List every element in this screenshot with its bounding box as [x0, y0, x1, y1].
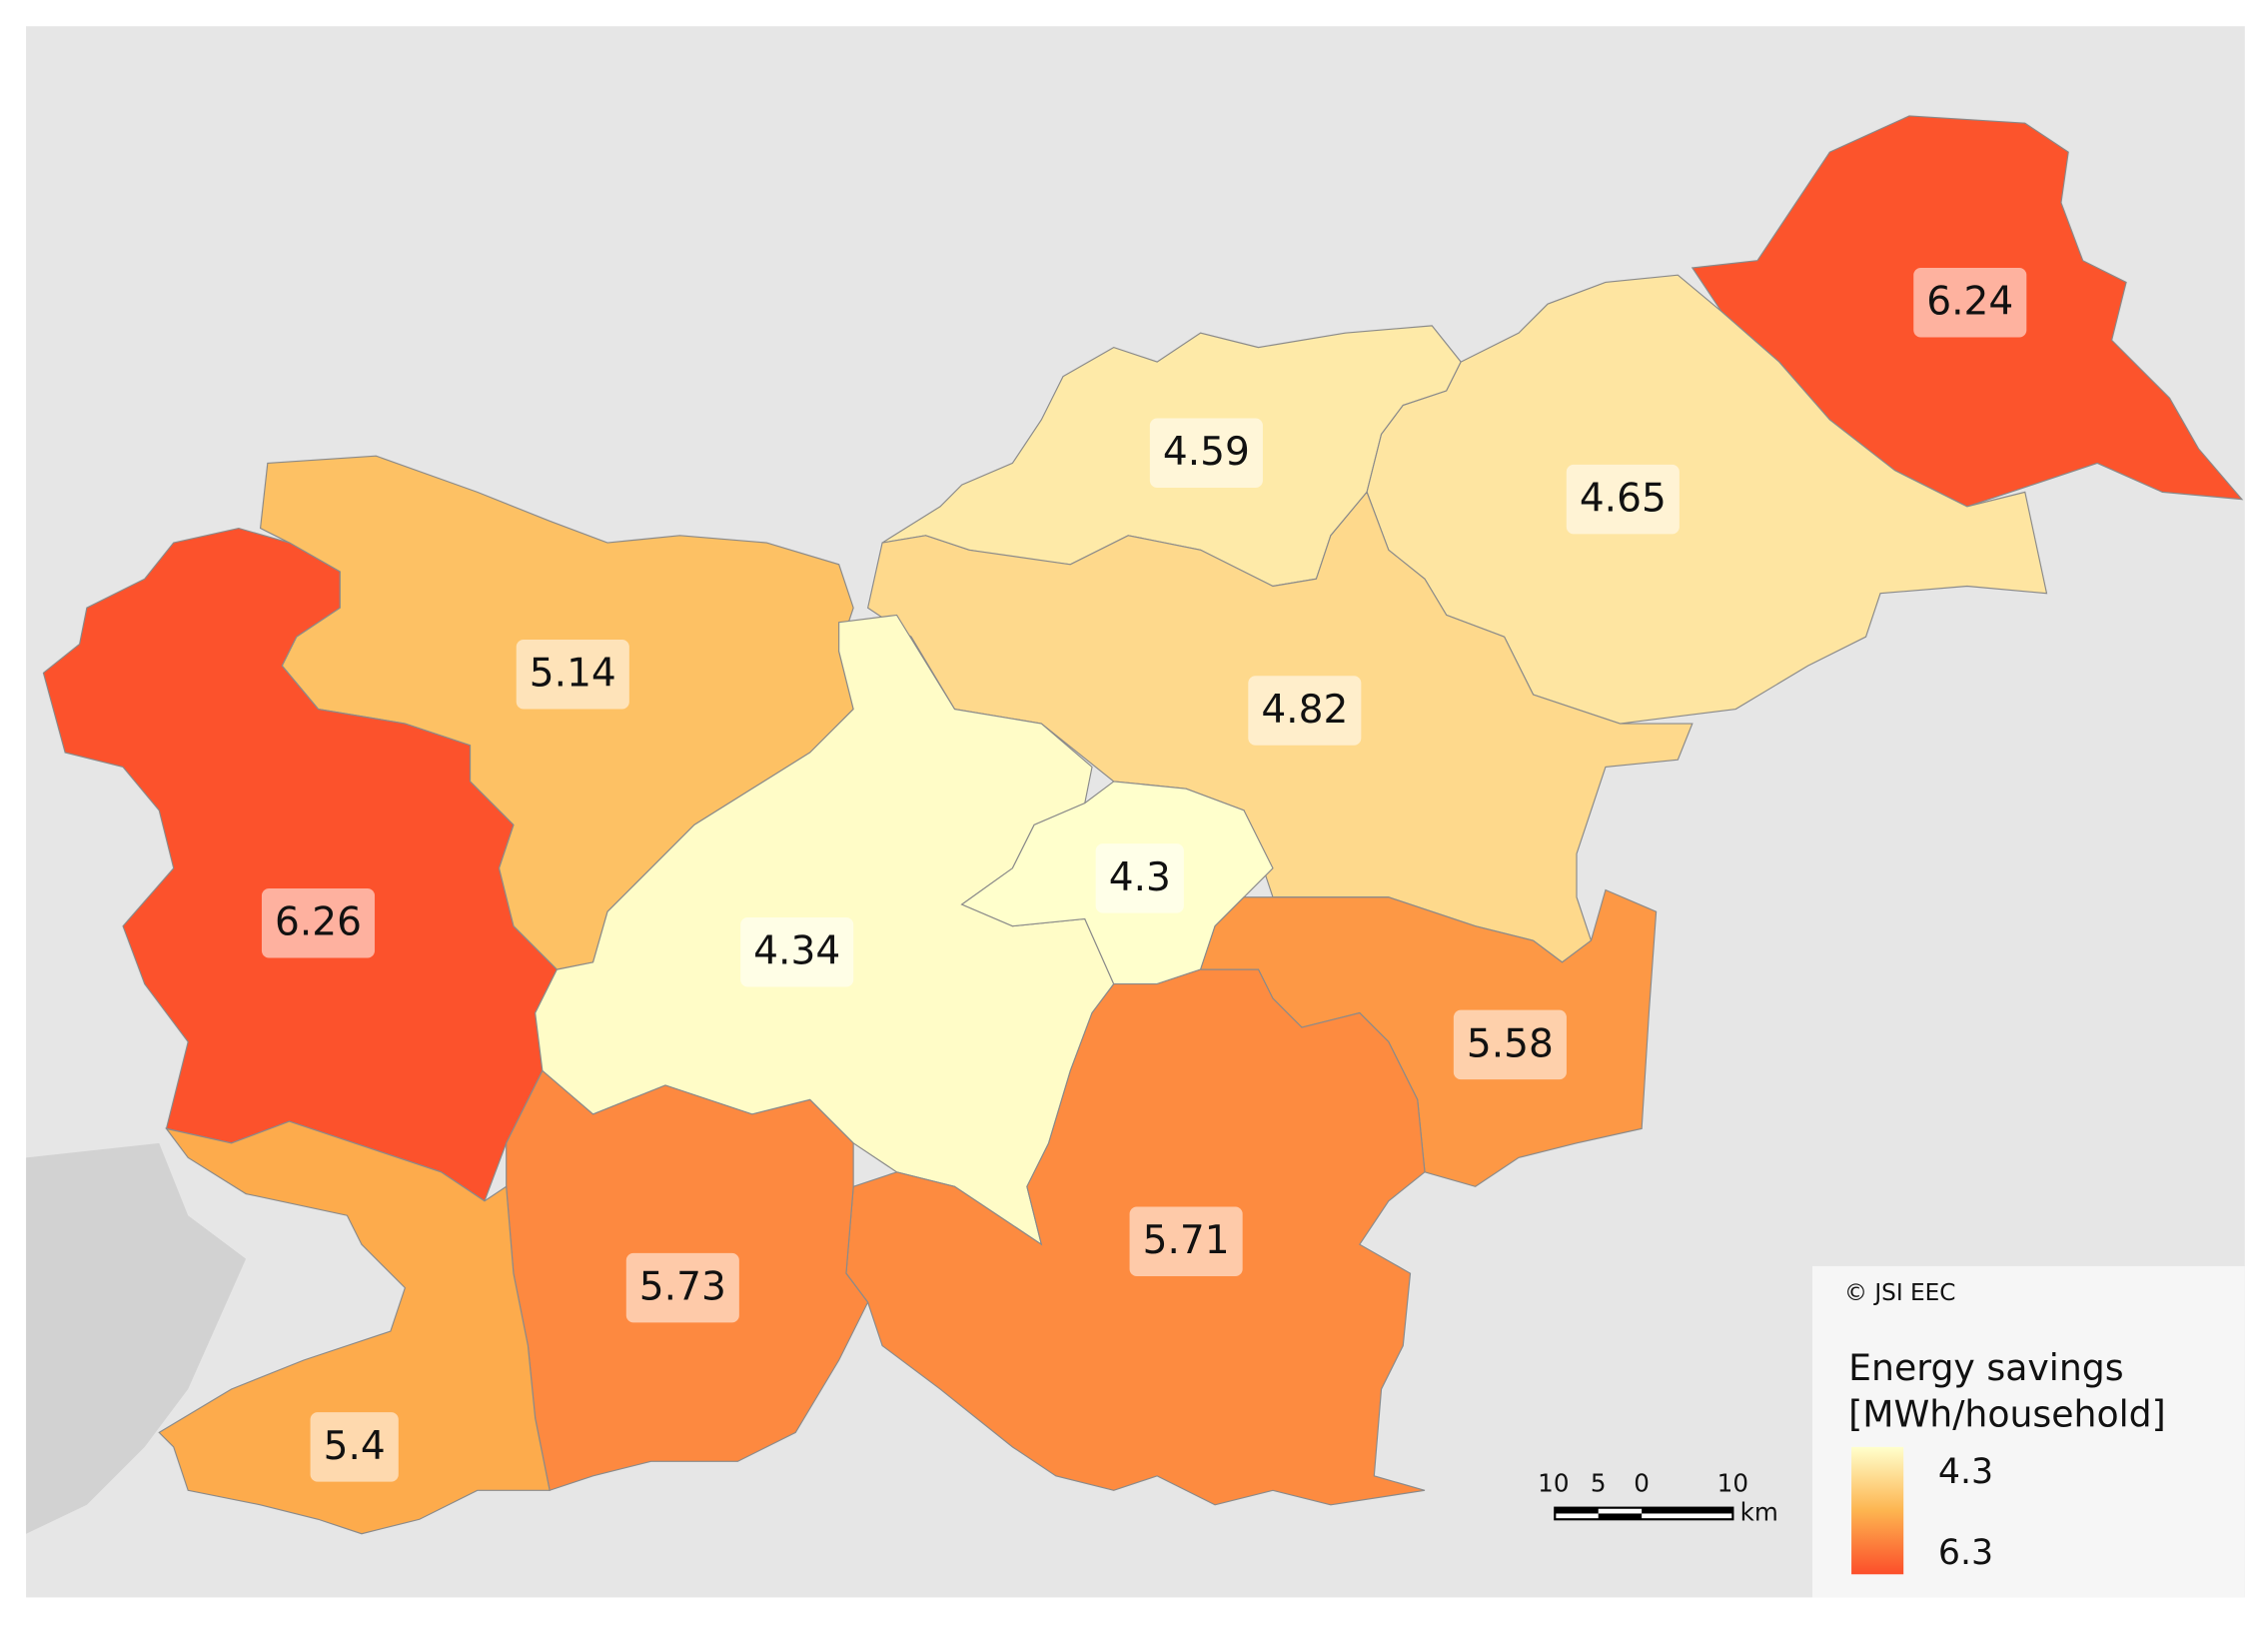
label-box [1149, 418, 1263, 489]
label-box [516, 640, 629, 710]
legend-min: 4.3 [1938, 1452, 1993, 1492]
scale-label: 10 [1717, 1469, 1748, 1498]
scale-bar: 10 5 0 10 km [1538, 1469, 1778, 1527]
label-box [1129, 1206, 1243, 1277]
region [42, 527, 559, 1202]
label-box [1095, 843, 1184, 913]
legend-title: Energy savings [1848, 1346, 2123, 1389]
sea [26, 1142, 247, 1534]
region-label: 4.3 [1109, 855, 1171, 900]
label-box [1913, 267, 2027, 338]
scale-unit: km [1740, 1497, 1778, 1526]
scale-bar-seg [1555, 1507, 1599, 1514]
region-label: 5.14 [530, 652, 616, 697]
label-box [740, 917, 854, 987]
scale-label: 0 [1634, 1469, 1650, 1498]
legend-max: 6.3 [1938, 1533, 1993, 1573]
label-box [310, 1412, 399, 1482]
region-label: 5.4 [324, 1424, 386, 1469]
label-box [1453, 1009, 1567, 1080]
scale-label: 10 [1538, 1469, 1569, 1498]
region-label: 6.26 [275, 900, 362, 945]
legend-ramp [1851, 1446, 1904, 1575]
scale-bar-seg [1598, 1513, 1643, 1520]
region-label: 4.65 [1580, 477, 1667, 522]
region-label: 5.58 [1467, 1021, 1554, 1066]
region-label: 4.59 [1163, 430, 1250, 475]
scale-bar-seg [1642, 1507, 1733, 1514]
scale-label: 5 [1591, 1469, 1607, 1498]
region [158, 1120, 551, 1535]
copyright: © JSI EEC [1844, 1280, 1956, 1306]
legend-title: [MWh/household] [1848, 1392, 2166, 1435]
label-box [1566, 464, 1680, 535]
label-box [625, 1252, 739, 1323]
label-box [1248, 676, 1362, 746]
region-label: 4.82 [1261, 688, 1348, 733]
region-label: 6.24 [1926, 280, 2013, 325]
region-label: 5.71 [1143, 1218, 1230, 1263]
labels: 6.24 4.59 4.65 4.82 5.14 6.26 4.34 4.3 5.58 5.71 5… [261, 267, 2027, 1482]
region-label: 5.73 [639, 1265, 726, 1310]
label-box [261, 888, 376, 958]
region-label: 4.34 [753, 929, 840, 974]
